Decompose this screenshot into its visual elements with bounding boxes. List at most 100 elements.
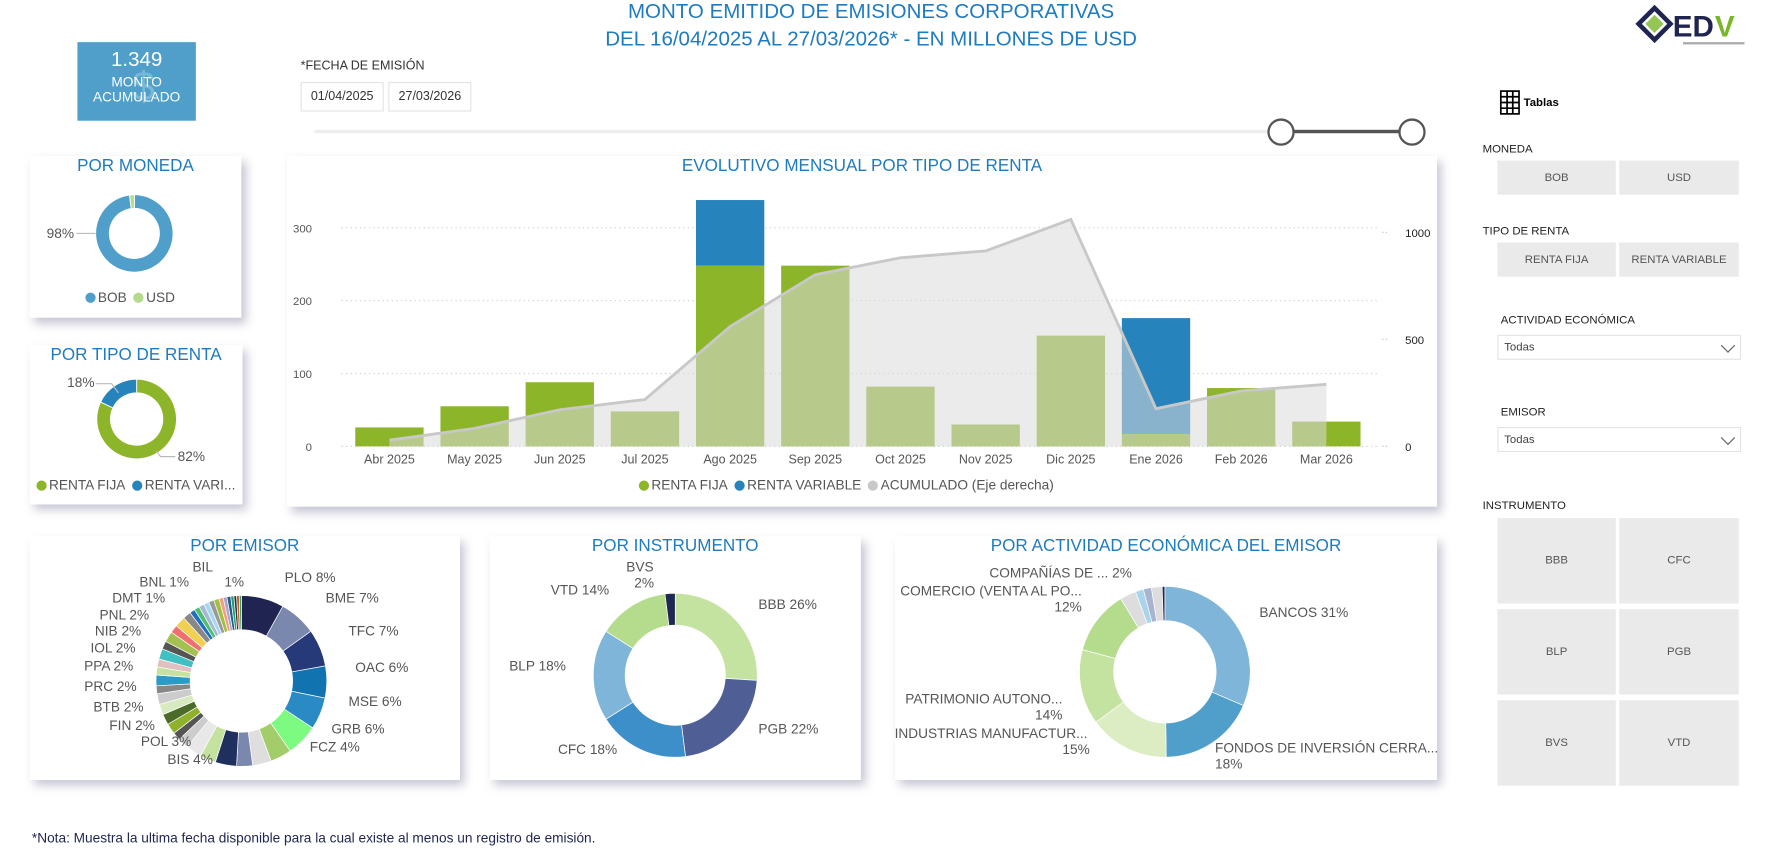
slice-label-nib: NIB 2%	[94, 622, 142, 639]
date-slider-range	[1281, 129, 1412, 134]
donut-slice-moneda-usd[interactable]	[129, 194, 135, 210]
tablas-button[interactable]: Tablas	[1499, 90, 1559, 115]
footnote: *Nota: Muestra la ultima fecha disponibl…	[31, 830, 596, 847]
legend-item-renta-fija[interactable]: RENTA FIJA	[36, 477, 125, 493]
legend-tipo-renta: RENTA FIJA RENTA VARI...	[36, 477, 235, 493]
moneda-option-bob[interactable]: BOB	[1497, 160, 1616, 195]
slice-label-fcz: FCZ 4%	[309, 739, 360, 755]
x-tick-label: Nov 2025	[959, 452, 1013, 466]
y-left-tick-label: 100	[293, 369, 312, 381]
slice-label-pol: POL 3%	[140, 733, 192, 750]
card-title: POR MONEDA	[77, 156, 194, 176]
slice-label-pgb: PGB 22%	[758, 720, 819, 737]
slice-label-plo: PLO 8%	[284, 569, 336, 586]
donut-slice-moneda-bob[interactable]	[95, 194, 174, 273]
instrumento-option-bbb[interactable]: BBB	[1497, 518, 1616, 604]
slice-label-bnl: BNL 1%	[139, 573, 190, 590]
start-date-input[interactable]: 01/04/2025	[300, 81, 384, 112]
card-por-moneda: POR MONEDA	[29, 156, 242, 318]
y-right-tick-label: 500	[1405, 335, 1424, 347]
x-tick-label: Dic 2025	[1046, 452, 1095, 466]
instrumento-filter-label: INSTRUMENTO	[1482, 499, 1566, 513]
slice-label-comercio-pct: 12%	[1054, 598, 1082, 615]
slice-label-bme: BME 7%	[325, 589, 379, 606]
donut-slice-instrumento-bbb[interactable]	[674, 592, 758, 681]
slice-label-dmt: DMT 1%	[112, 589, 166, 606]
instrumento-option-pgb[interactable]: PGB	[1619, 609, 1739, 695]
slice-label-bvs: BVS	[626, 559, 654, 576]
moneda-option-usd[interactable]: USD	[1619, 160, 1739, 195]
emisor-dropdown-value: Todas	[1504, 433, 1535, 447]
edv-logo: ED V	[1635, 4, 1756, 51]
donut-slice-actividad-9[interactable]	[1161, 586, 1166, 621]
instrumento-option-cfc[interactable]: CFC	[1619, 518, 1739, 604]
slice-label-ppa: PPA 2%	[84, 658, 134, 675]
slice-label-renta-fija: 82%	[177, 448, 206, 465]
slice-label-prc: PRC 2%	[84, 678, 137, 695]
x-tick-label: Oct 2025	[875, 452, 926, 466]
slider-end-handle[interactable]	[1398, 118, 1426, 146]
legend-item-renta-variable[interactable]: RENTA VARIABLE	[734, 477, 861, 493]
legend-item-bob[interactable]: BOB	[85, 289, 127, 305]
report-title-line2: DEL 16/04/2025 AL 27/03/2026* - EN MILLO…	[605, 27, 1137, 51]
slice-label-blp: BLP 18%	[509, 658, 566, 675]
x-tick-label: May 2025	[447, 452, 502, 466]
tipo-renta-filter-label: TIPO DE RENTA	[1482, 225, 1570, 238]
donut-slice-tipo_renta-renta-variable[interactable]	[99, 378, 138, 409]
card-por-tipo-renta: POR TIPO DE RENTA	[29, 345, 243, 505]
kpi-monto-acumulado: 1.349 MONTO ACUMULADO	[77, 42, 196, 121]
tipo-renta-option-fija[interactable]: RENTA FIJA	[1497, 242, 1616, 277]
slice-label-bil: BIL	[192, 559, 213, 576]
x-tick-label: Jun 2025	[534, 452, 586, 466]
slice-label-oac: OAC 6%	[355, 659, 409, 676]
actividad-dropdown[interactable]: Todas	[1497, 334, 1742, 360]
legend-item-renta-fija[interactable]: RENTA FIJA	[638, 477, 728, 493]
donut-slice-tipo_renta-renta-fija[interactable]	[96, 378, 177, 460]
card-title: POR INSTRUMENTO	[591, 536, 759, 556]
card-title: POR EMISOR	[190, 536, 300, 556]
donut-slice-instrumento-pgb[interactable]	[681, 678, 758, 757]
tipo-renta-option-variable[interactable]: RENTA VARIABLE	[1619, 242, 1739, 277]
instrumento-option-vtd[interactable]: VTD	[1619, 700, 1739, 786]
donut-slice-actividad-bancos[interactable]	[1164, 586, 1251, 707]
x-tick-label: Jul 2025	[621, 452, 668, 466]
donut-slice-emisor-40[interactable]	[238, 595, 242, 631]
instrumento-option-blp[interactable]: BLP	[1497, 609, 1616, 695]
x-tick-label: Mar 2026	[1300, 452, 1353, 466]
x-tick-label: Ago 2025	[703, 452, 757, 466]
slice-label-bancos: BANCOS 31%	[1259, 604, 1349, 621]
svg-text:ED: ED	[1673, 10, 1714, 43]
svg-text:V: V	[1715, 10, 1735, 43]
y-right-tick-label: 1000	[1405, 228, 1430, 240]
slice-label-patrimonio-pct: 14%	[1035, 707, 1063, 724]
leader-line	[155, 450, 176, 458]
slider-start-handle[interactable]	[1267, 118, 1295, 146]
legend-item-usd[interactable]: USD	[133, 289, 175, 305]
legend-item-acumulado[interactable]: ACUMULADO (Eje derecha)	[868, 477, 1054, 493]
report-title-line1: MONTO EMITIDO DE EMISIONES CORPORATIVAS	[627, 0, 1115, 23]
card-title: EVOLUTIVO MENSUAL POR TIPO DE RENTA	[681, 156, 1043, 176]
legend-moneda: BOB USD	[85, 289, 175, 305]
slice-label-mse: MSE 6%	[348, 693, 402, 710]
x-tick-label: Abr 2025	[364, 452, 415, 466]
end-date-input[interactable]: 27/03/2026	[388, 81, 472, 112]
tablas-label: Tablas	[1523, 96, 1559, 109]
slice-label-btb: BTB 2%	[93, 699, 144, 716]
leader-line	[95, 383, 119, 394]
slice-label-grb: GRB 6%	[331, 720, 385, 737]
slice-label-fondos: FONDOS DE INVERSIÓN CERRA...	[1214, 740, 1439, 757]
actividad-dropdown-value: Todas	[1504, 341, 1535, 355]
emisor-dropdown[interactable]: Todas	[1497, 427, 1742, 453]
y-left-tick-label: 200	[293, 296, 312, 308]
slice-label-pnl: PNL 2%	[99, 606, 150, 623]
slice-label-comercio: COMERCIO (VENTA AL PO...	[900, 583, 1082, 599]
slice-label-iol: IOL 2%	[90, 639, 136, 656]
donut-slice-instrumento-bvs[interactable]	[664, 592, 676, 626]
x-tick-label: Sep 2025	[789, 452, 843, 466]
date-slider-track[interactable]	[314, 129, 1412, 134]
date-filter-label: *FECHA DE EMISIÓN	[300, 59, 425, 73]
slice-label-bvs-pct: 2%	[634, 575, 655, 591]
instrumento-option-bvs[interactable]: BVS	[1497, 700, 1616, 786]
y-left-tick-label: 0	[306, 442, 312, 454]
legend-item-renta-variable[interactable]: RENTA VARI...	[132, 477, 235, 493]
